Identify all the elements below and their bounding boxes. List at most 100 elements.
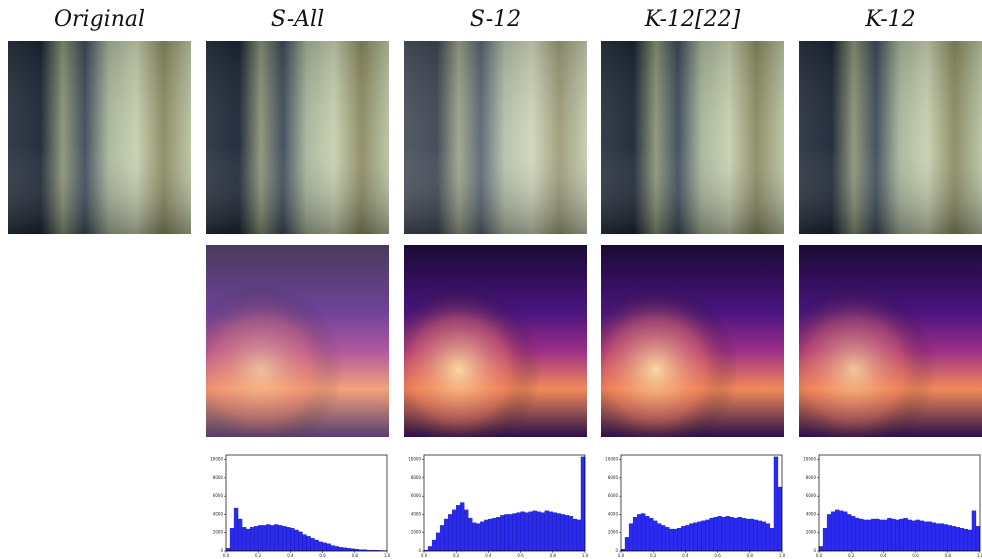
bar — [564, 515, 570, 552]
bar — [713, 517, 718, 552]
bar — [241, 527, 247, 552]
image-shade — [601, 41, 784, 234]
bar — [318, 541, 323, 552]
bar — [975, 526, 981, 552]
bar — [717, 516, 722, 552]
bar — [685, 525, 690, 552]
bar — [270, 525, 275, 552]
x-tick-label: 0.2 — [255, 553, 262, 558]
x-tick-label: 0.0 — [618, 553, 625, 558]
bar — [632, 517, 638, 552]
bar — [826, 514, 832, 552]
bar — [500, 515, 505, 552]
bar — [576, 519, 582, 552]
bar — [947, 525, 952, 552]
x-tick-label: 0.8 — [352, 553, 359, 558]
bar — [681, 526, 686, 552]
bar — [851, 516, 856, 552]
bar — [326, 543, 331, 552]
bar — [661, 525, 666, 552]
bar — [665, 527, 670, 552]
bar — [645, 516, 650, 552]
bar — [705, 519, 710, 552]
bar — [476, 523, 481, 552]
bar — [822, 527, 828, 552]
y-tick-label: 8000 — [806, 475, 817, 480]
bar — [689, 523, 694, 552]
bar — [548, 511, 553, 552]
axes-frame — [423, 454, 586, 552]
bar — [536, 511, 541, 552]
bar — [492, 517, 497, 552]
bar — [298, 531, 303, 552]
bar — [302, 534, 307, 552]
bar — [568, 516, 574, 552]
y-tick-label: 4000 — [411, 511, 422, 516]
bar — [757, 520, 763, 552]
bar — [237, 518, 243, 552]
x-tick-label: 0.4 — [287, 553, 294, 558]
y-tick-label: 2000 — [411, 530, 422, 535]
bar — [859, 518, 864, 552]
y-tick-label: 8000 — [608, 475, 619, 480]
column-title: Original — [54, 7, 145, 32]
heatmap-highlight — [206, 245, 389, 437]
bar — [729, 517, 734, 552]
bar — [725, 516, 730, 552]
bar — [871, 518, 876, 552]
bar — [435, 532, 441, 552]
bar — [761, 521, 767, 552]
y-tick-label: 6000 — [608, 493, 619, 498]
y-tick-label: 0 — [615, 548, 618, 553]
bar — [919, 520, 924, 552]
bar — [887, 517, 892, 552]
bar — [721, 517, 726, 552]
bar — [765, 523, 771, 552]
bar — [452, 509, 457, 552]
bar — [867, 519, 872, 552]
bar — [907, 519, 912, 552]
axes-frame — [225, 454, 388, 552]
y-tick-label: 10000 — [803, 457, 816, 462]
bar — [544, 510, 549, 552]
bar — [653, 520, 658, 552]
x-tick-label: 1.0 — [779, 553, 786, 558]
bar — [855, 517, 860, 552]
bar — [229, 527, 235, 552]
heatmap-highlight — [799, 245, 982, 437]
bar — [443, 518, 449, 552]
heatmap-highlight — [601, 245, 784, 437]
bar — [460, 502, 465, 552]
bar — [286, 527, 291, 552]
y-tick-label: 2000 — [213, 530, 224, 535]
x-tick-label: 0.4 — [485, 553, 492, 558]
column-title: K-12 — [864, 7, 915, 32]
bar — [693, 522, 698, 552]
bar — [338, 547, 343, 552]
bar — [863, 519, 868, 552]
bar — [733, 517, 738, 552]
y-tick-label: 8000 — [411, 475, 422, 480]
bar — [504, 514, 509, 552]
bar — [931, 522, 936, 552]
bar — [673, 528, 678, 552]
bar — [274, 524, 279, 552]
x-tick-label: 0.0 — [223, 553, 230, 558]
bar — [640, 513, 646, 552]
bar — [431, 539, 437, 552]
bar — [636, 514, 642, 552]
bar — [314, 539, 319, 552]
bar — [532, 510, 537, 552]
bar — [669, 528, 674, 552]
bar — [439, 525, 445, 552]
image-shade — [799, 41, 982, 234]
bar — [520, 511, 525, 552]
y-tick-label: 6000 — [411, 493, 422, 498]
bar — [245, 528, 251, 552]
bar — [249, 527, 255, 552]
y-tick-label: 4000 — [213, 511, 224, 516]
bar — [552, 512, 557, 552]
bar — [657, 523, 662, 552]
bar — [834, 509, 840, 552]
